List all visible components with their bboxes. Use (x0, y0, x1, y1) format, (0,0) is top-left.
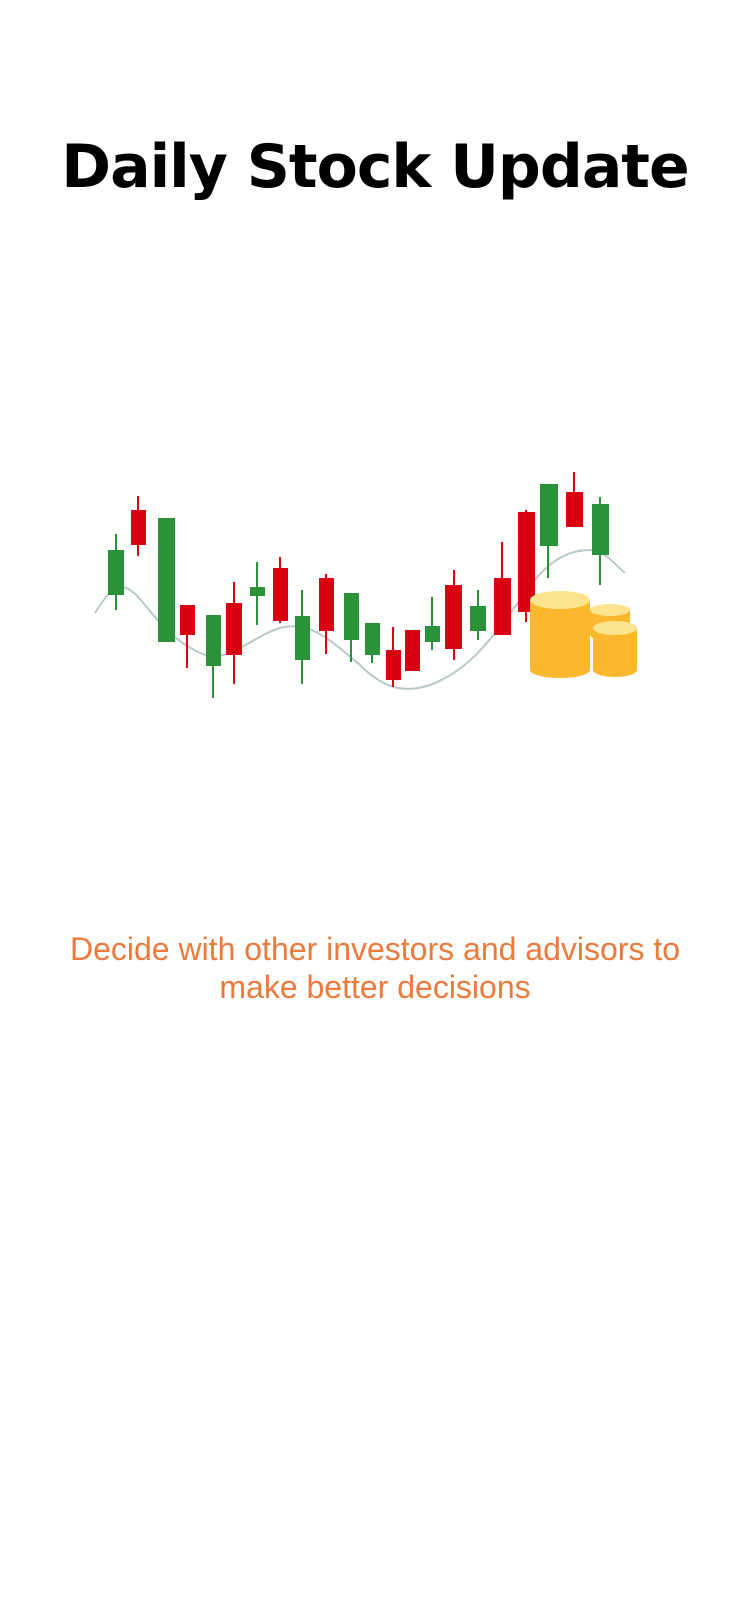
page-title: Daily Stock Update (61, 132, 689, 202)
candlestick-chart-with-coins-icon (94, 472, 637, 698)
candlesticks (108, 472, 609, 698)
tagline: Decide with other investors and advisors… (69, 931, 681, 1005)
coin-stack-icon (530, 591, 637, 678)
